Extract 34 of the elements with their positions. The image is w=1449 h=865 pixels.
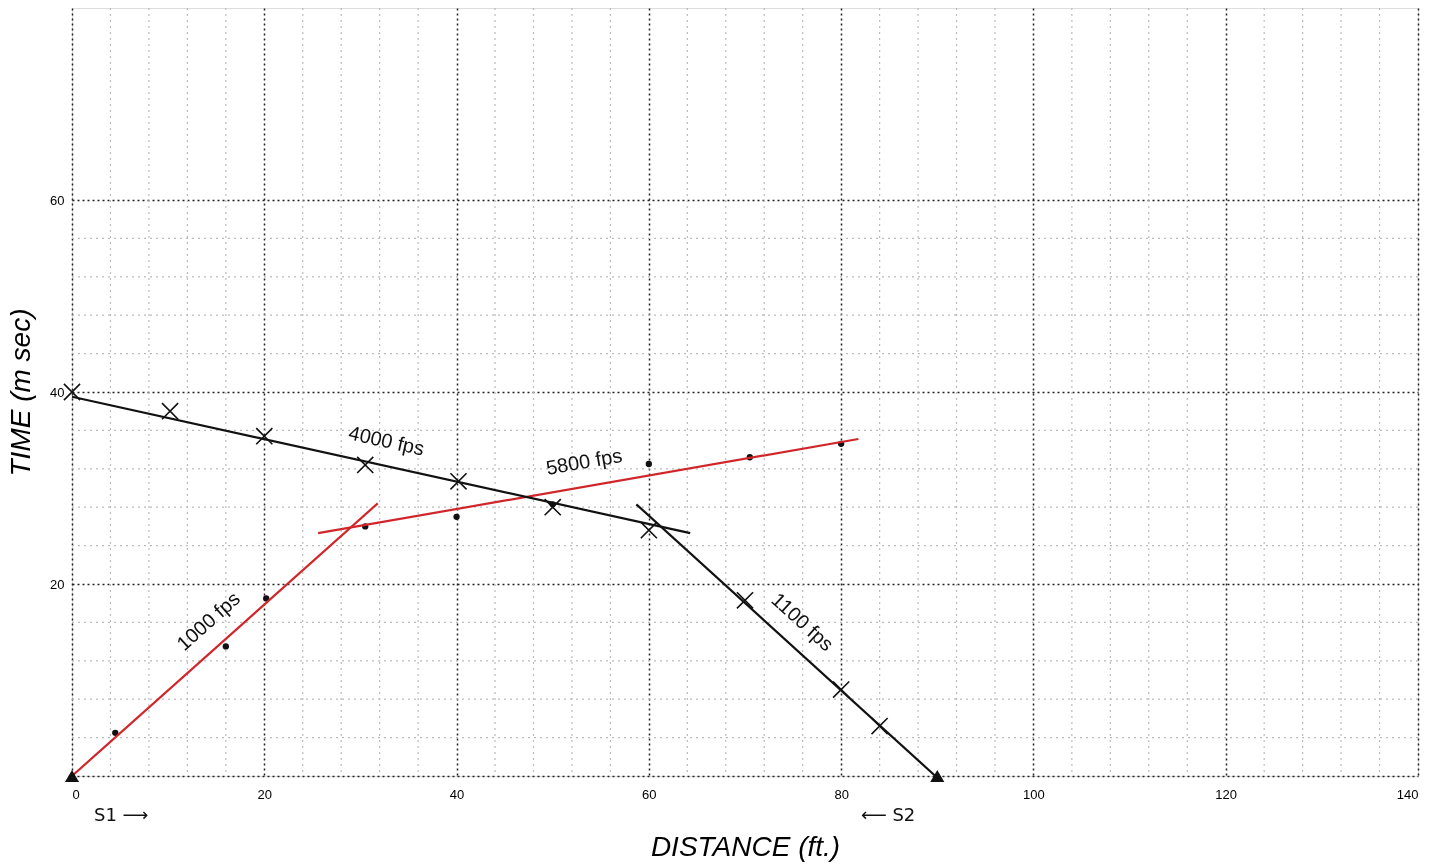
point <box>255 427 274 446</box>
x-tick-label: 40 <box>449 786 465 802</box>
y-tick-label: 40 <box>50 384 65 400</box>
point <box>930 769 945 783</box>
text: 4000 fps <box>346 421 427 460</box>
x-tick-label: 20 <box>257 786 273 802</box>
point <box>112 729 119 736</box>
point <box>356 456 375 474</box>
x-tick-label: 100 <box>1023 786 1045 802</box>
x-tick-label: 120 <box>1215 786 1238 802</box>
point <box>640 521 658 540</box>
point <box>543 498 562 517</box>
point <box>63 383 81 401</box>
x-tick-label: 60 <box>642 786 657 802</box>
y-axis-title: TIME (m sec) <box>5 308 37 477</box>
point <box>832 680 850 699</box>
text: 1100 fps <box>767 588 838 656</box>
x-tick-label: 80 <box>834 786 849 802</box>
point <box>645 460 653 468</box>
point <box>161 402 179 421</box>
text: 5800 fps <box>544 444 624 479</box>
text: ⟵ S2 <box>860 804 916 825</box>
x-tick-label: 140 <box>1396 786 1419 802</box>
text: S1 ⟶ <box>94 804 149 825</box>
point <box>870 717 889 735</box>
point <box>453 513 460 520</box>
x-axis-title: DISTANCE (ft.) <box>650 830 841 862</box>
point <box>222 643 229 650</box>
point <box>64 769 80 783</box>
point <box>449 472 468 491</box>
point <box>736 591 754 610</box>
y-tick-label: 60 <box>50 192 65 208</box>
x-tick-label: 0 <box>72 786 80 802</box>
y-tick-label: 20 <box>50 576 65 592</box>
